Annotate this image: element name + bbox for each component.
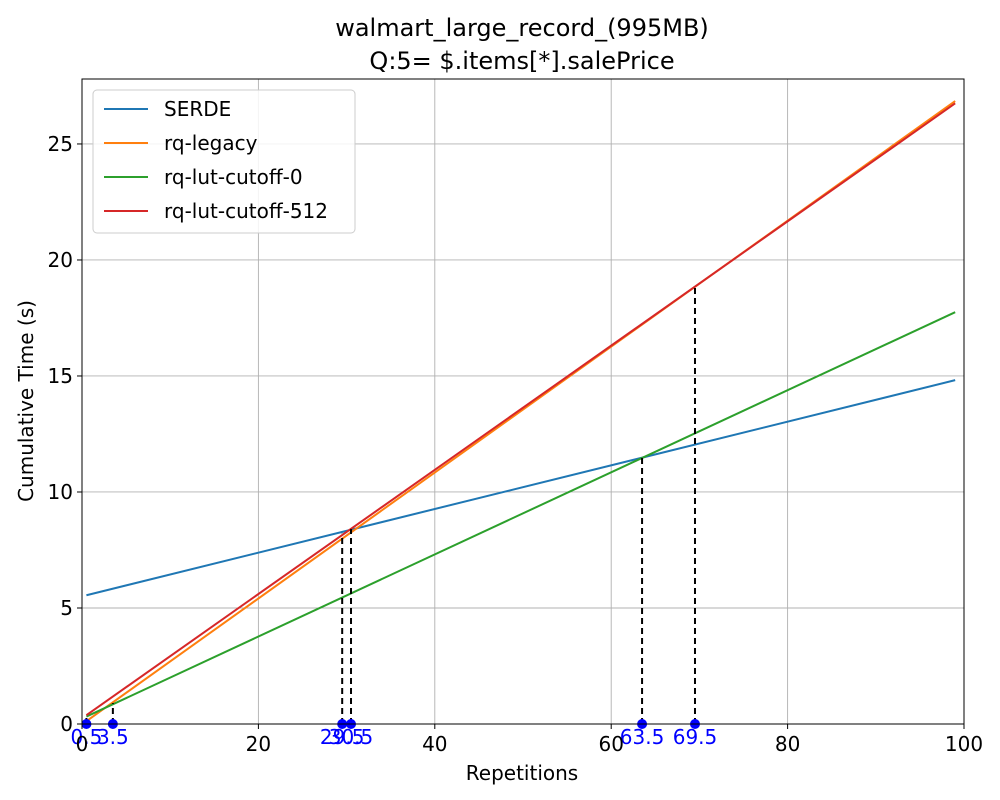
- x-tick-label: 40: [422, 732, 447, 756]
- plot-frame: [81, 78, 965, 725]
- y-tick-label: 10: [48, 480, 73, 504]
- crossover-label: 69.5: [673, 725, 718, 749]
- x-tick-label: 0: [76, 732, 89, 756]
- x-tick-label: 80: [775, 732, 800, 756]
- crossover-label: 29.5: [320, 725, 365, 749]
- y-tick-label: 25: [48, 132, 73, 156]
- crossover-label: 63.5: [620, 725, 665, 749]
- series-line-rq-lut-cutoff-0: [85, 311, 956, 718]
- series-lines: [85, 100, 956, 723]
- x-axis-label: Repetitions: [466, 761, 578, 785]
- legend-entry-label: rq-legacy: [164, 131, 258, 155]
- legend-entry-label: SERDE: [164, 97, 231, 121]
- series-line-rq-lut-cutoff-512: [85, 102, 956, 716]
- crossover-label: 30.5: [329, 725, 374, 749]
- axis-ticks: 0 20 40 60 80 100 0 5 10 15 20 25: [48, 132, 984, 756]
- x-tick-label: 20: [246, 732, 271, 756]
- x-tick-label: 100: [945, 732, 983, 756]
- crossover-label: 0.5: [71, 725, 103, 749]
- chart-title-line-2: Q:5= $.items[*].salePrice: [369, 47, 674, 75]
- x-tick-label: 60: [598, 732, 623, 756]
- series-line-SERDE: [86, 379, 956, 597]
- y-tick-label: 5: [60, 596, 73, 620]
- chart-title-line-1: walmart_large_record_(995MB): [335, 14, 709, 42]
- legend-entry-label: rq-lut-cutoff-512: [164, 199, 328, 223]
- crossover-markers: 0.53.5 29.530.5 63.5 69.5: [71, 287, 718, 749]
- legend-box: [92, 89, 356, 234]
- legend: SERDE rq-legacy rq-lut-cutoff-0 rq-lut-cuto…: [92, 89, 356, 234]
- legend-entry-label: rq-lut-cutoff-0: [164, 165, 303, 189]
- y-tick-label: 0: [60, 712, 73, 736]
- y-axis-label: Cumulative Time (s): [14, 300, 38, 502]
- y-tick-label: 20: [48, 248, 73, 272]
- crossover-label: 3.5: [97, 725, 129, 749]
- y-tick-label: 15: [48, 364, 73, 388]
